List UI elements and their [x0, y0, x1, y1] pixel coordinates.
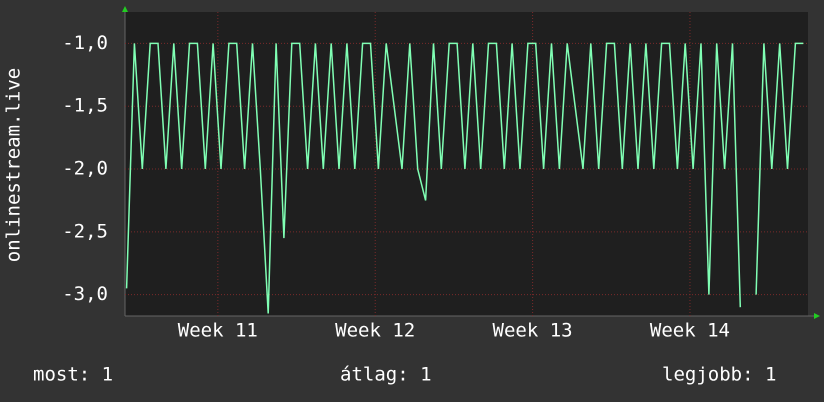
y-tick-label: -1,0	[62, 32, 108, 54]
footer-text: most: 1	[33, 364, 113, 386]
axis-arrow	[814, 313, 820, 319]
footer-text: átlag: 1	[340, 364, 432, 386]
x-tick-label: Week 11	[178, 320, 258, 342]
plot-area	[125, 12, 808, 316]
y-axis-label: onlinestream.live	[3, 68, 25, 262]
x-tick-label: Week 12	[335, 320, 415, 342]
y-tick-label: -3,0	[62, 283, 108, 305]
y-tick-label: -2,0	[62, 158, 108, 180]
axis-arrow	[122, 6, 128, 12]
x-tick-label: Week 14	[650, 320, 730, 342]
footer-text: legjobb: 1	[662, 364, 776, 386]
y-tick-label: -2,5	[62, 220, 108, 242]
y-tick-label: -1,5	[62, 95, 108, 117]
x-tick-label: Week 13	[493, 320, 573, 342]
data-line	[125, 42, 804, 314]
